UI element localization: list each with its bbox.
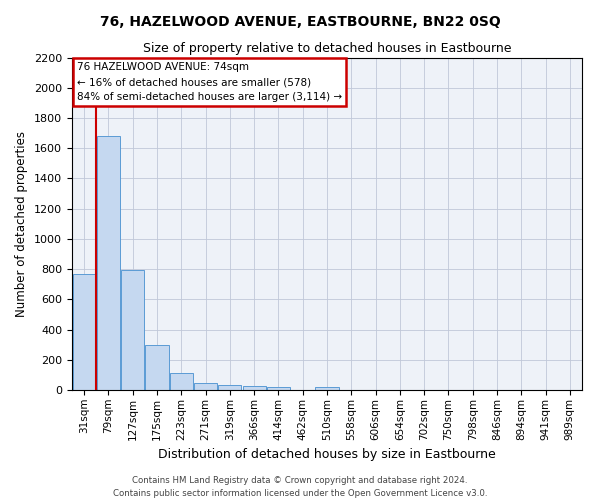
Bar (170, 372, 193, 390)
Bar (242, 386, 266, 390)
Bar (194, 383, 217, 390)
Bar (218, 385, 241, 390)
Bar (121, 270, 144, 390)
Bar (73, 274, 95, 390)
Bar (316, 386, 338, 390)
Bar (97, 136, 120, 390)
Text: 76, HAZELWOOD AVENUE, EASTBOURNE, BN22 0SQ: 76, HAZELWOOD AVENUE, EASTBOURNE, BN22 0… (100, 15, 500, 29)
Text: Contains HM Land Registry data © Crown copyright and database right 2024.
Contai: Contains HM Land Registry data © Crown c… (113, 476, 487, 498)
Title: Size of property relative to detached houses in Eastbourne: Size of property relative to detached ho… (143, 42, 511, 55)
X-axis label: Distribution of detached houses by size in Eastbourne: Distribution of detached houses by size … (158, 448, 496, 461)
Bar (145, 344, 169, 390)
Bar (267, 386, 290, 390)
Y-axis label: Number of detached properties: Number of detached properties (16, 130, 28, 317)
Text: 76 HAZELWOOD AVENUE: 74sqm
← 16% of detached houses are smaller (578)
84% of sem: 76 HAZELWOOD AVENUE: 74sqm ← 16% of deta… (77, 62, 342, 102)
